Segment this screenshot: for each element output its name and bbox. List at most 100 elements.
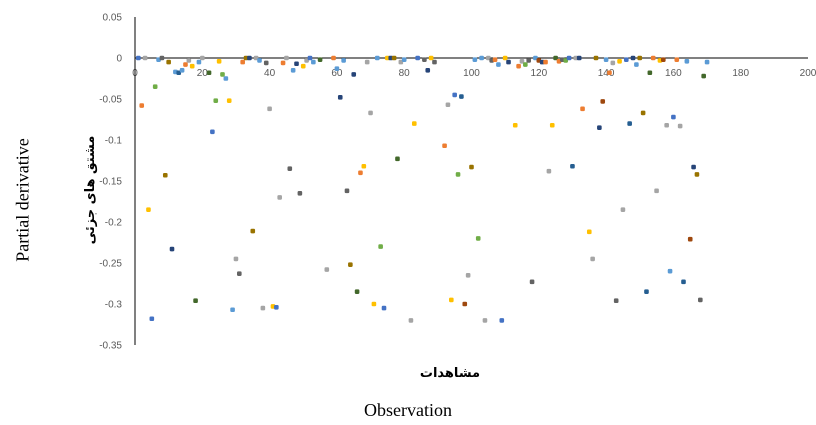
data-point	[607, 70, 612, 76]
data-point	[661, 57, 666, 62]
data-point	[523, 62, 528, 67]
data-point	[237, 271, 242, 276]
data-point	[546, 168, 552, 174]
data-point	[247, 55, 252, 61]
x-tick-label: 100	[463, 68, 480, 79]
y-tick-label: 0.05	[103, 13, 123, 24]
data-point	[704, 59, 710, 65]
data-point	[139, 103, 145, 108]
data-point	[415, 55, 420, 61]
data-point	[644, 289, 649, 294]
data-point	[516, 63, 521, 69]
y-tick-label: -0.05	[99, 95, 122, 106]
data-point	[617, 58, 622, 64]
data-point	[230, 307, 235, 313]
data-point	[627, 121, 632, 126]
x-tick-label: 200	[800, 68, 816, 79]
data-point	[196, 59, 202, 65]
x-tick-label: 140	[598, 68, 615, 79]
data-point	[428, 55, 434, 61]
data-point	[442, 143, 447, 149]
y-tick-label: -0.3	[105, 300, 123, 311]
data-point	[570, 163, 575, 169]
data-point	[613, 298, 619, 304]
data-point	[210, 129, 215, 135]
data-point	[260, 305, 266, 311]
data-point	[250, 228, 256, 234]
data-point	[452, 92, 457, 98]
data-point	[287, 166, 293, 171]
data-point	[479, 55, 484, 61]
data-point	[519, 58, 525, 64]
data-point	[277, 195, 282, 200]
x-tick-label: 20	[197, 68, 209, 79]
data-point	[698, 297, 703, 303]
data-point	[364, 59, 370, 65]
data-point	[637, 55, 643, 61]
data-point	[684, 58, 690, 64]
data-point	[311, 59, 316, 65]
data-point	[445, 102, 451, 108]
data-point	[149, 316, 155, 322]
data-point	[687, 236, 693, 242]
data-point	[654, 188, 659, 194]
data-point	[401, 57, 407, 62]
data-point	[499, 318, 505, 323]
data-point	[492, 57, 498, 62]
data-point	[200, 55, 205, 61]
data-point	[553, 55, 558, 61]
data-point	[371, 301, 377, 307]
data-point	[257, 58, 262, 63]
data-point	[317, 57, 323, 62]
x-tick-label: 40	[264, 68, 276, 79]
data-point	[166, 59, 171, 65]
data-point	[603, 57, 609, 62]
data-point	[186, 58, 192, 63]
data-point	[566, 55, 572, 61]
data-point	[671, 114, 676, 120]
data-point	[351, 72, 357, 77]
data-point	[284, 55, 289, 61]
data-point	[482, 318, 488, 323]
data-point	[681, 279, 686, 285]
data-point	[694, 172, 700, 177]
data-point	[337, 95, 343, 100]
data-point	[240, 59, 245, 65]
data-point	[455, 172, 461, 177]
data-point	[290, 68, 296, 73]
data-point	[472, 57, 478, 62]
caption-x-label: Observation	[364, 400, 452, 420]
caption-y-label: Partial derivative	[12, 138, 33, 262]
data-point	[580, 106, 585, 112]
data-point	[331, 55, 336, 61]
data-point	[233, 256, 239, 262]
data-point	[506, 59, 511, 65]
data-point	[422, 57, 427, 62]
data-point	[526, 58, 531, 63]
data-point	[462, 301, 468, 307]
data-point	[597, 125, 602, 130]
data-point	[344, 188, 350, 194]
data-point	[543, 59, 548, 65]
data-point	[465, 273, 471, 278]
data-point	[226, 98, 232, 103]
data-point	[220, 72, 225, 77]
x-axis-title: مشاهدات	[420, 366, 480, 381]
data-point	[274, 304, 279, 310]
data-point	[549, 122, 555, 128]
x-tick-label: 120	[530, 68, 547, 79]
data-point	[213, 98, 219, 103]
data-point	[297, 191, 303, 196]
data-point	[502, 55, 508, 61]
data-point	[391, 55, 397, 61]
x-tick-label: 60	[331, 68, 343, 79]
data-point	[630, 55, 636, 61]
data-point	[159, 55, 165, 61]
data-point	[449, 297, 454, 303]
data-point	[425, 68, 431, 73]
data-point	[610, 60, 616, 66]
data-point	[162, 172, 168, 178]
data-point	[432, 59, 437, 65]
x-tick-label: 160	[665, 68, 682, 79]
